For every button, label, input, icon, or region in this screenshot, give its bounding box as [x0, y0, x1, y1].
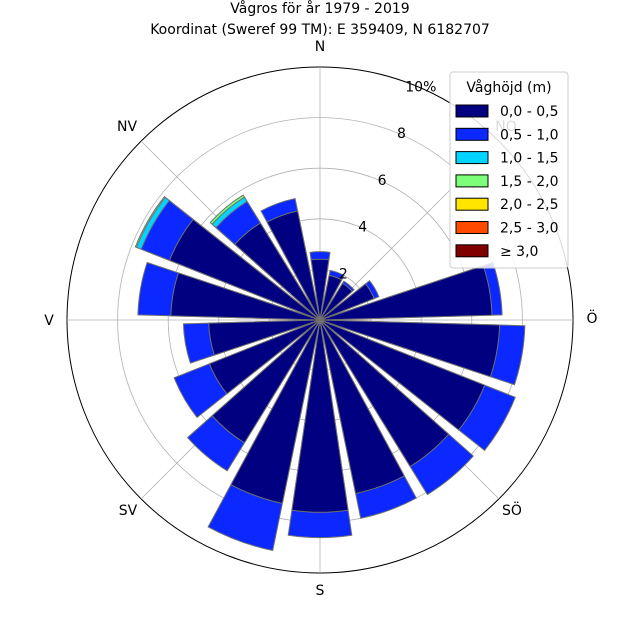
legend-label: 2,0 - 2,5 [500, 197, 558, 213]
legend-label: 1,0 - 1,5 [500, 151, 558, 167]
radial-tick-label: 6 [378, 173, 387, 189]
rose-bar [266, 210, 321, 321]
radial-tick-label: 10% [405, 79, 436, 95]
direction-label: SÖ [502, 501, 522, 519]
rose-bar [319, 319, 405, 495]
legend-swatch [455, 221, 489, 234]
rose-bar [319, 319, 450, 468]
radial-tick-label: 4 [358, 220, 367, 236]
legend-swatch [455, 127, 489, 141]
radial-tick-labels: 2 4 6 8 10% [339, 79, 436, 282]
legend-swatch [455, 151, 489, 165]
legend-items: 0,0 - 0,5 0,5 - 1,0 1,0 - 1,5 1,5 - 2,0 2,0 … [455, 104, 558, 260]
legend-title: Våghöjd (m) [466, 79, 551, 96]
legend-label: 0,0 - 0,5 [500, 104, 558, 120]
rose-bar [319, 319, 501, 378]
legend-swatch [455, 197, 489, 211]
radial-tick-label: 2 [339, 266, 348, 282]
legend-label: 0,5 - 1,0 [500, 127, 558, 143]
direction-label: N [315, 39, 325, 55]
legend-frame [449, 71, 569, 269]
chart-subtitle: Koordinat (Sweref 99 TM): E 359409, N 61… [150, 22, 490, 38]
rose-bar [234, 222, 321, 321]
legend-label: 1,5 - 2,0 [500, 174, 558, 190]
rose-bar [211, 319, 321, 444]
rose-bar [319, 282, 353, 321]
chart-title: Vågros för år 1979 - 2019 [230, 0, 409, 17]
rose-bar [291, 319, 349, 513]
legend-swatch [455, 244, 489, 258]
rose-bar [319, 319, 486, 431]
legend: Våghöjd (m) 0,0 - 0,5 0,5 - 1,0 1,0 - 1,5 1… [449, 71, 569, 269]
direction-label: SV [119, 503, 138, 519]
rose-bar [168, 218, 321, 321]
direction-label: Ö [586, 309, 597, 327]
rose-bar [319, 274, 343, 321]
rose-bar [319, 283, 375, 321]
rose-bar [230, 319, 321, 504]
radial-tick-label: 8 [397, 126, 406, 142]
rose-bar [170, 272, 321, 321]
direction-label: NV [117, 119, 137, 135]
rose-bar [208, 319, 321, 395]
legend-label: 2,5 - 3,0 [500, 221, 558, 237]
direction-label: V [44, 313, 54, 329]
rose-bar [310, 258, 330, 321]
legend-swatch [455, 104, 489, 118]
legend-swatch [455, 174, 489, 188]
direction-label: S [316, 583, 325, 599]
rose-bar [208, 319, 321, 356]
legend-label: ≥ 3,0 [500, 244, 538, 260]
rose-bars [134, 194, 526, 552]
